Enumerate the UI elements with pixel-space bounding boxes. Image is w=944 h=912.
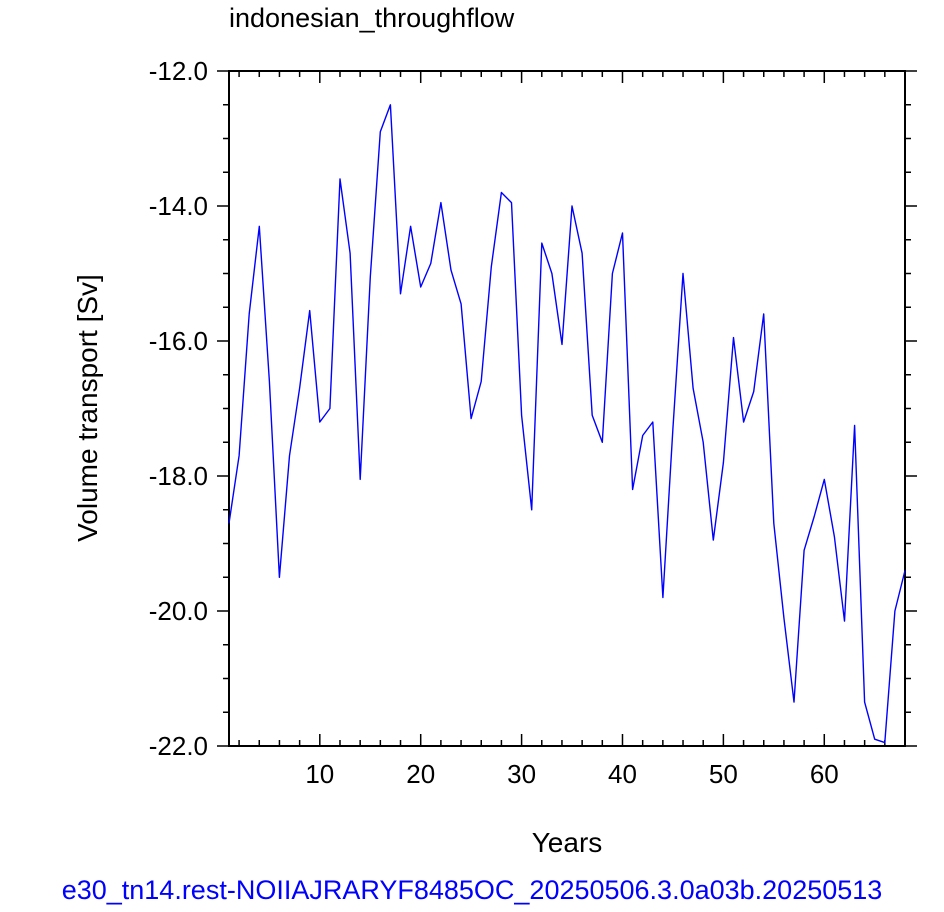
x-tick-label: 20: [406, 759, 435, 789]
x-axis-label: Years: [532, 827, 603, 858]
y-axis-label: Volume transport [Sv]: [72, 274, 103, 542]
y-tick-label: -20.0: [149, 596, 208, 626]
y-tick-label: -18.0: [149, 461, 208, 491]
x-tick-label: 40: [608, 759, 637, 789]
y-tick-labels: -12.0 -14.0 -16.0 -18.0 -20.0 -22.0: [149, 56, 208, 761]
x-tick-label: 30: [507, 759, 536, 789]
series-line: [228, 104, 906, 744]
x-tick-label: 10: [305, 759, 334, 789]
x-tick-label: 60: [810, 759, 839, 789]
y-tick-label: -22.0: [149, 731, 208, 761]
chart-title: indonesian_throughflow: [229, 3, 515, 33]
y-tick-label: -12.0: [149, 56, 208, 86]
x-tick-label: 50: [709, 759, 738, 789]
y-tick-label: -14.0: [149, 191, 208, 221]
axis-ticks: [217, 70, 917, 747]
x-tick-labels: 10 20 30 40 50 60: [305, 759, 838, 789]
y-tick-label: -16.0: [149, 326, 208, 356]
case-name-footer: e30_tn14.rest-NOIIAJRARYF8485OC_20250506…: [62, 875, 883, 905]
series-group: [228, 104, 906, 744]
